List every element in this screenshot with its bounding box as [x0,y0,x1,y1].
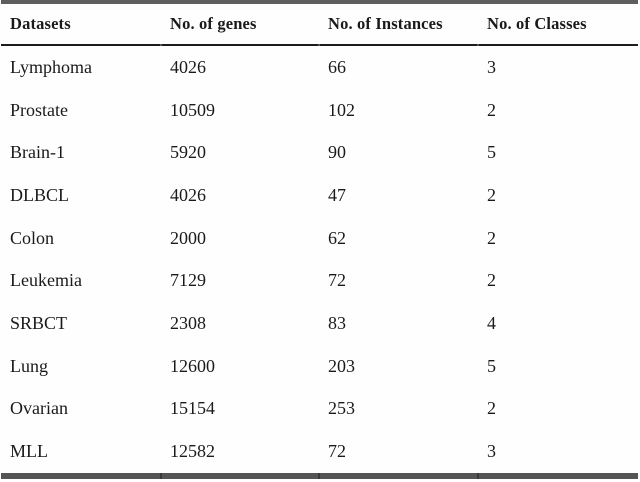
column-divider-mark [318,44,320,46]
cell-dataset: DLBCL [10,184,70,205]
table-bottom-border [1,473,638,479]
cell-dataset: MLL [10,441,48,462]
table-body: Lymphoma 4026 66 3 Prostate 10509 102 2 Brain-1 5… [0,46,640,473]
cell-dataset: Lung [10,355,48,376]
cell-classes: 3 [487,441,496,462]
column-header-instances: No. of Instances [328,14,443,33]
cell-genes: 2000 [170,227,206,248]
cell-genes: 10509 [170,99,215,120]
cell-instances: 90 [328,142,346,163]
cell-classes: 2 [487,99,496,120]
cell-dataset: SRBCT [10,313,68,334]
cell-dataset: Leukemia [10,270,82,291]
table-header-row: Datasets No. of genes No. of Instances N… [0,4,640,44]
cell-classes: 2 [487,398,496,419]
cell-genes: 2308 [170,313,206,334]
table-row: Leukemia 7129 72 2 [0,260,640,303]
table-row: Prostate 10509 102 2 [0,89,640,132]
cell-classes: 5 [487,142,496,163]
cell-classes: 2 [487,270,496,291]
table-row: Lymphoma 4026 66 3 [0,46,640,89]
cell-instances: 62 [328,227,346,248]
cell-instances: 253 [328,398,355,419]
table-row: Brain-1 5920 90 5 [0,131,640,174]
table-row: SRBCT 2308 83 4 [0,302,640,345]
table-row: DLBCL 4026 47 2 [0,174,640,217]
column-divider-mark [160,473,162,479]
cell-genes: 12600 [170,355,215,376]
column-divider-mark [477,44,479,46]
cell-genes: 7129 [170,270,206,291]
cell-dataset: Ovarian [10,398,68,419]
cell-instances: 203 [328,355,355,376]
cell-genes: 4026 [170,184,206,205]
cell-instances: 47 [328,184,346,205]
cell-dataset: Colon [10,227,55,248]
cell-dataset: Lymphoma [10,56,92,77]
column-divider-mark [477,473,479,479]
cell-genes: 12582 [170,441,215,462]
column-divider-mark [318,473,320,479]
cell-instances: 102 [328,99,355,120]
table-row: MLL 12582 72 3 [0,430,640,473]
table-row: Colon 2000 62 2 [0,217,640,260]
column-header-datasets: Datasets [10,14,71,33]
cell-classes: 5 [487,355,496,376]
cell-classes: 2 [487,184,496,205]
column-divider-mark [160,44,162,46]
cell-classes: 3 [487,56,496,77]
cell-genes: 15154 [170,398,215,419]
table-top-border [1,0,638,4]
cell-dataset: Prostate [10,99,68,120]
cell-genes: 5920 [170,142,206,163]
cell-instances: 72 [328,441,346,462]
column-header-genes: No. of genes [170,14,257,33]
cell-instances: 72 [328,270,346,291]
cell-classes: 4 [487,313,496,334]
header-rule [1,44,638,46]
cell-instances: 83 [328,313,346,334]
table-row: Ovarian 15154 253 2 [0,388,640,431]
cell-classes: 2 [487,227,496,248]
cell-dataset: Brain-1 [10,142,65,163]
cell-genes: 4026 [170,56,206,77]
table-row: Lung 12600 203 5 [0,345,640,388]
cell-instances: 66 [328,56,346,77]
column-header-classes: No. of Classes [487,14,587,33]
